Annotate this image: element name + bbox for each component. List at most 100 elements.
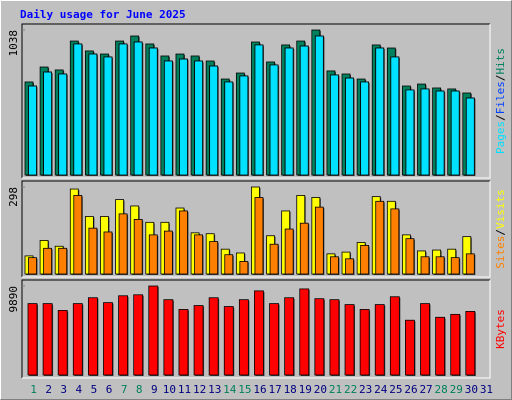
x-tick-label: 26 [404, 383, 417, 396]
bar [163, 60, 173, 176]
bar [299, 45, 309, 176]
bar [375, 47, 385, 176]
bar [284, 297, 295, 376]
bar [194, 60, 203, 176]
bar [330, 74, 339, 176]
bar [224, 81, 234, 176]
panel-bevel [21, 23, 490, 178]
bar [224, 254, 234, 275]
bar [465, 97, 475, 176]
bar [360, 81, 370, 176]
bar [118, 43, 128, 176]
bar [360, 244, 370, 275]
bar [390, 208, 400, 275]
x-tick-label: 20 [314, 383, 327, 396]
bar [163, 230, 173, 275]
panel-bevel [22, 24, 491, 179]
bar [103, 231, 113, 275]
bar [72, 303, 83, 376]
bar [344, 304, 355, 376]
panel-bevel [22, 181, 491, 278]
chart-title: Daily usage for June 2025 [20, 8, 186, 21]
bar [450, 90, 460, 176]
legend-separator: / [494, 114, 507, 121]
x-tick-label: 31 [480, 383, 493, 396]
bar [389, 296, 400, 376]
x-tick-label: 9 [151, 383, 158, 396]
bar [284, 228, 294, 275]
bar [269, 64, 279, 176]
x-tick-label: 13 [208, 383, 221, 396]
bar [88, 53, 98, 176]
bar [179, 58, 188, 176]
x-tick-label: 25 [389, 383, 402, 396]
bar [28, 257, 37, 275]
x-tick-label: 30 [465, 383, 478, 396]
x-tick-label: 22 [344, 383, 357, 396]
bar [269, 243, 279, 275]
y-tick-label: 9890 [7, 286, 20, 313]
bar [103, 56, 113, 176]
bar [420, 256, 430, 275]
bar [209, 65, 219, 176]
bar [28, 85, 37, 176]
bar [314, 298, 325, 376]
x-tick-label: 6 [106, 383, 113, 396]
x-tick-label: 12 [193, 383, 206, 396]
bar [179, 210, 188, 275]
bar [435, 90, 445, 176]
x-tick-label: 2 [45, 383, 52, 396]
legend-entry: Visits [494, 189, 507, 229]
bar [87, 297, 98, 376]
bar [314, 206, 324, 275]
x-tick-label: 4 [76, 383, 83, 396]
bar [435, 316, 446, 376]
bar [405, 319, 415, 376]
panel-bevel [21, 279, 490, 378]
x-tick-label: 28 [435, 383, 448, 396]
legend-entry: Pages [494, 121, 507, 154]
panel-bevel [22, 280, 491, 379]
bar [58, 247, 68, 275]
x-tick-label: 8 [136, 383, 143, 396]
bar [359, 309, 370, 376]
x-tick-label: 3 [60, 383, 67, 396]
bar [118, 213, 128, 275]
x-tick-label: 7 [121, 383, 128, 396]
x-tick-label: 18 [284, 383, 297, 396]
bar [133, 294, 144, 376]
bar [299, 222, 309, 275]
bar [42, 303, 53, 376]
bar [345, 77, 354, 176]
bar [88, 227, 98, 275]
bar [194, 234, 203, 275]
bar [178, 309, 189, 376]
bar [43, 71, 52, 176]
legend-entry: Hits [494, 48, 507, 75]
bar [193, 305, 204, 376]
x-tick-label: 23 [359, 383, 372, 396]
bar [405, 238, 415, 275]
bar [405, 89, 415, 176]
bar [133, 219, 143, 275]
bar [208, 297, 219, 376]
bar [118, 295, 128, 376]
bar [57, 310, 68, 376]
x-tick-label: 21 [329, 383, 342, 396]
bar [420, 88, 430, 176]
x-tick-label: 17 [268, 383, 281, 396]
bar [450, 313, 461, 376]
x-tick-label: 10 [163, 383, 176, 396]
x-tick-label: 14 [223, 383, 237, 396]
bar [43, 247, 52, 275]
legend-separator: / [494, 229, 507, 236]
bar [103, 302, 113, 376]
bar [223, 306, 234, 376]
bar [254, 290, 264, 376]
bar [465, 253, 475, 275]
bar [133, 41, 143, 176]
bar [390, 56, 400, 176]
bar [148, 47, 158, 176]
